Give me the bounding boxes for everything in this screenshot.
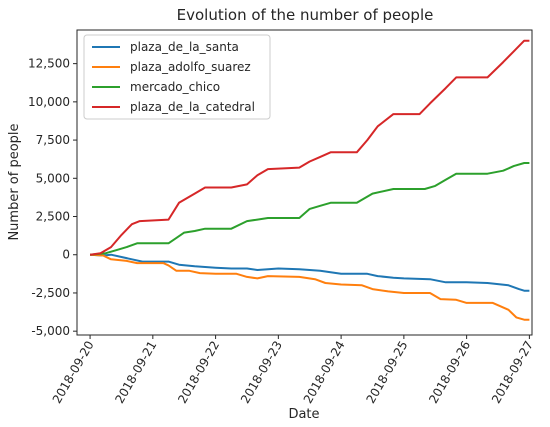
x-tick-label: 2018-09-27 bbox=[489, 339, 536, 406]
legend-label: plaza_adolfo_suarez bbox=[130, 60, 251, 74]
x-tick-label: 2018-09-21 bbox=[112, 339, 159, 406]
x-tick-label: 2018-09-22 bbox=[175, 339, 222, 406]
y-axis-label: Number of people bbox=[7, 123, 22, 240]
y-tick-label: 7,500 bbox=[36, 133, 70, 147]
legend-label: plaza_de_la_santa bbox=[130, 40, 239, 54]
legend: plaza_de_la_santa plaza_adolfo_suarezmerc… bbox=[83, 34, 271, 120]
x-tick-label: 2018-09-26 bbox=[426, 339, 473, 406]
x-axis: 2018-09-20 2018-09-21 2018-09-22 2018-09-23… bbox=[50, 335, 536, 406]
x-axis-label: Date bbox=[288, 407, 319, 422]
plot-frame bbox=[76, 29, 533, 336]
series-line-plaza_de_la_santa bbox=[90, 253, 530, 292]
x-tick-label: 2018-09-24 bbox=[301, 339, 348, 406]
chart-title: Evolution of the number of people bbox=[177, 6, 434, 24]
y-axis: -5,000 -2,500 0 2,500 5,000 7,500 10,000 12,500 bbox=[28, 57, 77, 338]
y-tick-label: 0 bbox=[62, 248, 70, 262]
legend-box bbox=[83, 34, 271, 120]
y-tick-label: 12,500 bbox=[28, 57, 70, 71]
y-tick-label: 5,000 bbox=[36, 171, 70, 185]
x-tick-label: 2018-09-23 bbox=[238, 339, 285, 406]
y-tick-label: -5,000 bbox=[31, 324, 70, 338]
series-line-plaza_de_la_catedral bbox=[89, 39, 530, 256]
x-tick-label: 2018-09-20 bbox=[50, 339, 97, 406]
series-line-mercado_chico bbox=[90, 162, 530, 256]
series-line-plaza_adolfo_suarez bbox=[90, 253, 530, 321]
x-tick-label: 2018-09-25 bbox=[363, 339, 410, 406]
plot-area bbox=[89, 39, 530, 321]
y-tick-label: 10,000 bbox=[28, 95, 70, 109]
y-tick-label: -2,500 bbox=[31, 286, 70, 300]
legend-label: plaza_de_la_catedral bbox=[130, 100, 255, 114]
legend-label: mercado_chico bbox=[130, 80, 220, 94]
y-tick-label: 2,500 bbox=[36, 210, 70, 224]
